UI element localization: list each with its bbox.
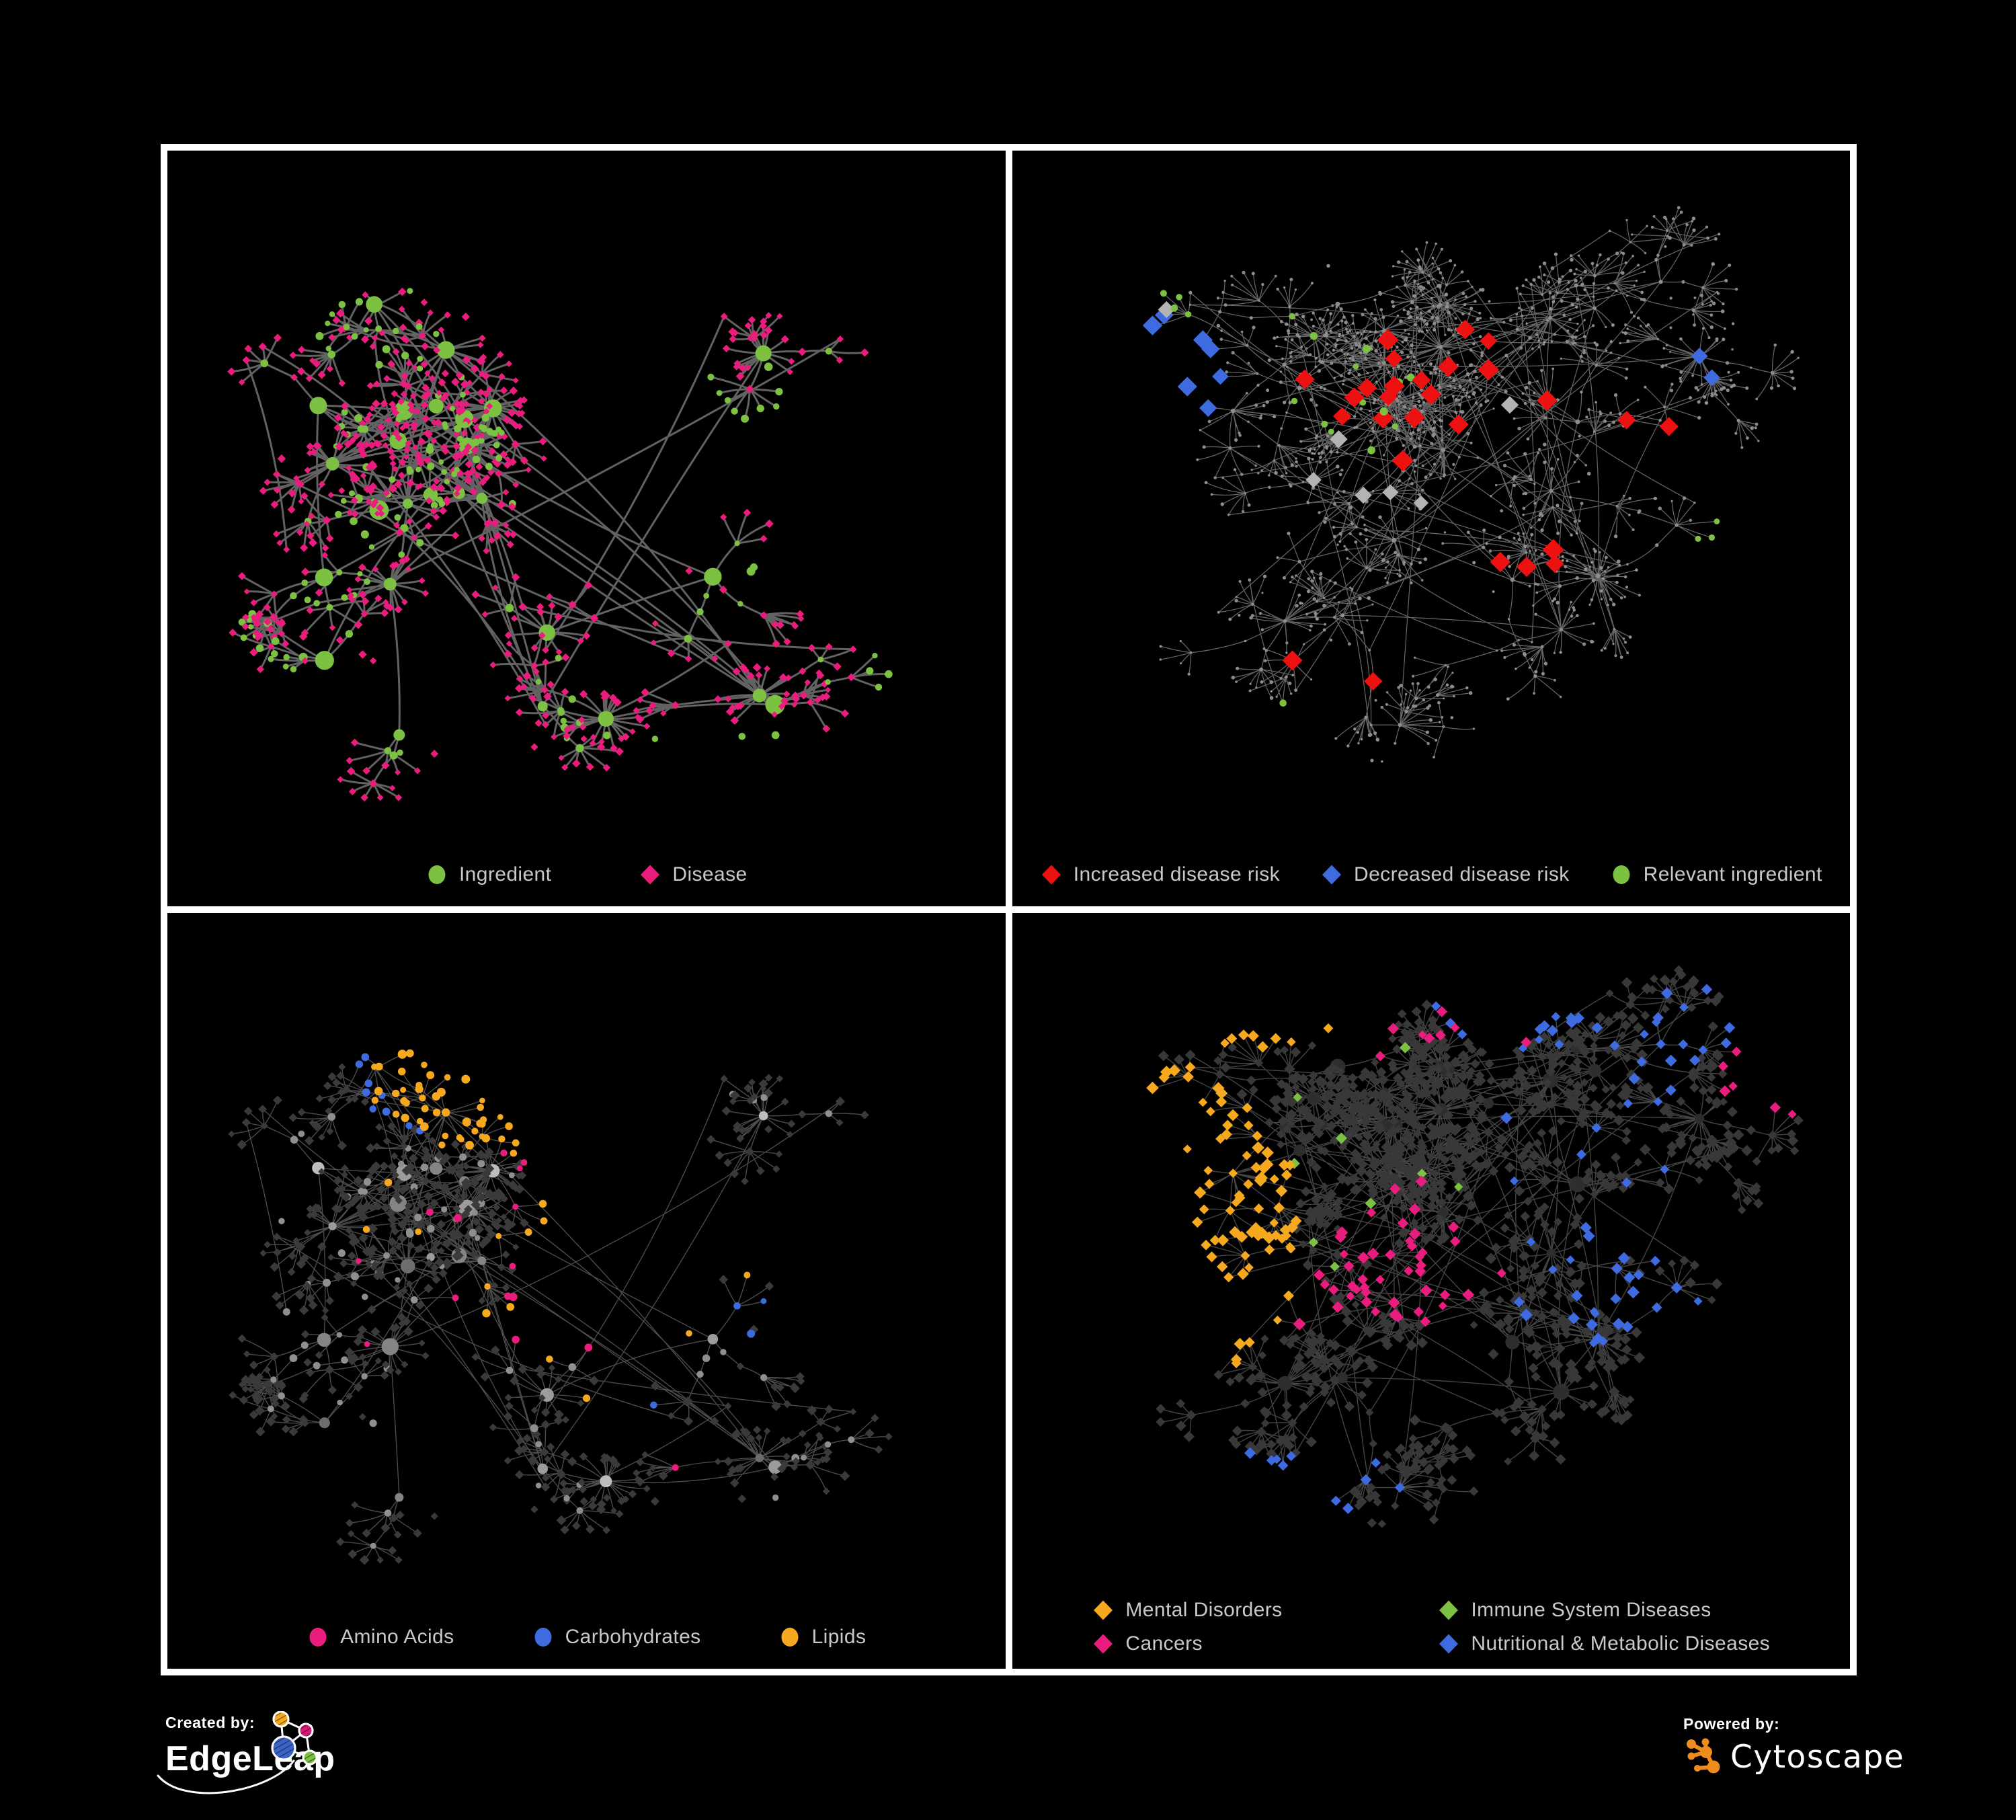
- legend-item-lipids: Lipids: [778, 1626, 866, 1649]
- circle-marker-icon: [781, 1628, 799, 1647]
- diamond-marker-icon: [1094, 1600, 1113, 1620]
- legend-item-ingredient: Ingredient: [426, 863, 551, 886]
- panel-disease-risk: Increased disease risk Decreased disease …: [1012, 151, 1851, 906]
- legend-item-relevant-ingredient: Relevant ingredient: [1610, 863, 1822, 886]
- panel-grid: Ingredient Disease Increased disease risk…: [161, 144, 1857, 1675]
- circle-marker-icon: [534, 1628, 552, 1647]
- legend-label: Lipids: [811, 1626, 866, 1648]
- circle-marker-icon: [1613, 865, 1630, 884]
- legend-disease-classes: Mental Disorders Immune System Diseases Ca…: [1012, 1599, 1851, 1655]
- edgeleap-brand-text: EdgeLeap: [165, 1739, 335, 1778]
- diamond-marker-icon: [1094, 1634, 1113, 1654]
- legend-label: Mental Disorders: [1125, 1599, 1283, 1621]
- legend-item-increased-disease-risk: Increased disease risk: [1040, 863, 1280, 886]
- legend-item-immune-system-diseases: Immune System Diseases: [1437, 1599, 1770, 1622]
- legend-label: Cancers: [1125, 1632, 1203, 1655]
- legend-label: Carbohydrates: [565, 1626, 701, 1648]
- legend-label: Relevant ingredient: [1643, 863, 1822, 885]
- created-by-label: Created by:: [165, 1714, 255, 1731]
- nutrient-classes-network: [228, 1049, 893, 1565]
- legend-item-mental-disorders: Mental Disorders: [1092, 1599, 1408, 1622]
- legend-disease-risk: Increased disease risk Decreased disease …: [1012, 863, 1851, 886]
- diamond-marker-icon: [641, 865, 660, 885]
- legend-label: Amino Acids: [340, 1626, 454, 1648]
- panel-disease-classes: Mental Disorders Immune System Diseases Ca…: [1012, 913, 1851, 1669]
- disease-risk-network: [1142, 206, 1800, 763]
- panel-ingredient-disease: Ingredient Disease: [167, 151, 1006, 906]
- cytoscape-credit: Powered by: Cytosc: [1683, 1715, 1904, 1776]
- circle-marker-icon: [309, 1628, 327, 1647]
- legend-label: Ingredient: [458, 863, 552, 885]
- cytoscape-logo-icon: [1687, 1738, 1720, 1774]
- diamond-marker-icon: [1439, 1634, 1459, 1654]
- legend-item-disease: Disease: [639, 863, 747, 886]
- legend-label: Immune System Diseases: [1471, 1599, 1711, 1621]
- legend-item-decreased-disease-risk: Decreased disease risk: [1320, 863, 1570, 886]
- diamond-marker-icon: [1041, 865, 1061, 885]
- ingredient-disease-network: [227, 287, 893, 802]
- legend-item-nutritional-metabolic-diseases: Nutritional & Metabolic Diseases: [1437, 1632, 1770, 1655]
- legend-label: Nutritional & Metabolic Diseases: [1471, 1632, 1771, 1655]
- legend-nutrient-classes: Amino Acids Carbohydrates Lipids: [167, 1626, 1006, 1649]
- diamond-marker-icon: [1322, 865, 1342, 885]
- legend-item-amino-acids: Amino Acids: [307, 1626, 454, 1649]
- panel-nutrient-classes: Amino Acids Carbohydrates Lipids: [167, 913, 1006, 1669]
- legend-label: Decreased disease risk: [1354, 863, 1570, 885]
- edgeleap-credit: Created by: EdgeLeap: [157, 1711, 335, 1794]
- circle-marker-icon: [428, 865, 446, 884]
- disease-classes-network: [1145, 965, 1804, 1528]
- cytoscape-brand-text: Cytoscape: [1730, 1738, 1905, 1776]
- diamond-marker-icon: [1439, 1600, 1459, 1620]
- legend-item-cancers: Cancers: [1092, 1632, 1408, 1655]
- legend-ingredient-disease: Ingredient Disease: [167, 863, 1006, 886]
- legend-item-carbohydrates: Carbohydrates: [532, 1626, 701, 1649]
- powered-by-label: Powered by:: [1683, 1715, 1780, 1733]
- legend-label: Disease: [672, 863, 748, 885]
- legend-label: Increased disease risk: [1073, 863, 1281, 885]
